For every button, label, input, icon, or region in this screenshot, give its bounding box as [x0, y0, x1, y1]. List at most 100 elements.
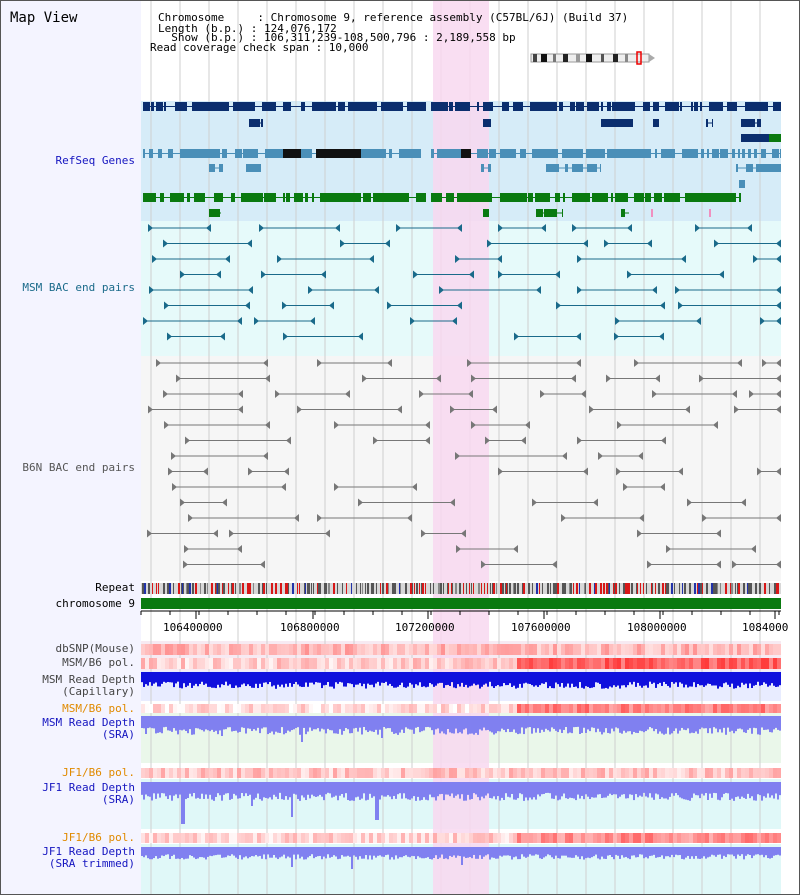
- repeat-mark: [776, 583, 778, 594]
- depth-bar: [155, 672, 157, 683]
- gene-exon: [320, 193, 330, 202]
- depth-bar: [493, 672, 495, 688]
- repeat-mark: [679, 583, 680, 594]
- track-label-msm-depth-sra[interactable]: MSM Read Depth (SRA): [42, 716, 135, 741]
- depth-bar: [635, 672, 637, 687]
- depth-bar: [541, 672, 543, 684]
- depth-bar: [267, 847, 269, 855]
- polymorphism-cell: [241, 833, 245, 843]
- gene-exon: [502, 102, 509, 111]
- polymorphism-cell: [737, 833, 741, 843]
- b6n-bac-track[interactable]: [147, 359, 781, 569]
- repeat-mark: [517, 583, 519, 594]
- b6n-bac-pair-end-left: [532, 498, 537, 507]
- chromosome-ideogram[interactable]: [530, 51, 655, 65]
- refseq-gene-track[interactable]: [143, 102, 781, 217]
- depth-bar: [763, 782, 765, 797]
- polymorphism-cell: [301, 644, 305, 655]
- gene-exon: [399, 193, 405, 202]
- gene-exon: [160, 193, 164, 202]
- polymorphism-cell: [497, 833, 501, 843]
- track-label-msm-pol-2[interactable]: MSM/B6 pol.: [62, 702, 135, 715]
- depth-bar: [737, 782, 739, 797]
- track-label-jf1-pol[interactable]: JF1/B6 pol.: [62, 766, 135, 779]
- gene-exon: [734, 102, 737, 111]
- depth-bar: [577, 716, 579, 727]
- polymorphism-cell: [305, 768, 309, 778]
- polymorphism-cell: [273, 658, 277, 669]
- depth-bar: [721, 716, 723, 733]
- track-label-refseq[interactable]: RefSeq Genes: [55, 154, 135, 167]
- depth-bar: [633, 716, 635, 732]
- track-label-msm-depth-capillary[interactable]: MSM Read Depth (Capillary): [42, 673, 135, 698]
- depth-bar: [591, 782, 593, 798]
- gene-exon: [651, 209, 653, 217]
- polymorphism-cell: [173, 658, 177, 669]
- gene-exon: [622, 102, 628, 111]
- track-label-jf1-pol-2[interactable]: JF1/B6 pol.: [62, 831, 135, 844]
- polymorphism-cell: [301, 658, 305, 669]
- repeat-mark: [573, 583, 574, 594]
- depth-bar: [687, 716, 689, 729]
- track-label-msm-bac[interactable]: MSM BAC end pairs: [22, 281, 135, 294]
- polymorphism-cell: [325, 704, 329, 713]
- polymorphism-cell: [145, 768, 149, 778]
- b6n-bac-pair-end-right: [345, 390, 350, 398]
- repeat-mark: [671, 583, 673, 594]
- polymorphism-cell: [337, 833, 341, 843]
- polymorphism-cell: [441, 644, 445, 655]
- b6n-bac-pair-end-left: [485, 436, 490, 445]
- depth-bar: [779, 847, 781, 856]
- msm-bac-pair-end-left: [514, 332, 519, 341]
- b6n-bac-pair-end-right: [213, 529, 218, 538]
- ideogram-band: [601, 54, 604, 62]
- gene-exon: [213, 209, 216, 217]
- track-label-msm-pol[interactable]: MSM/B6 pol.: [62, 656, 135, 669]
- gene-exon: [305, 193, 308, 202]
- repeat-mark: [167, 583, 169, 594]
- gene-exon: [532, 149, 543, 158]
- repeat-mark: [774, 583, 776, 594]
- depth-bar: [391, 716, 393, 732]
- depth-bar: [335, 782, 337, 796]
- polymorphism-cell: [345, 658, 349, 669]
- b6n-bac-pair-end-left: [616, 467, 621, 476]
- polymorphism-cell: [285, 704, 289, 713]
- polymorphism-cell: [585, 768, 589, 778]
- track-label-jf1-depth-sra[interactable]: JF1 Read Depth (SRA): [42, 781, 135, 806]
- repeat-mark: [253, 583, 254, 594]
- polymorphism-cell: [693, 658, 697, 669]
- depth-bar: [257, 782, 259, 794]
- depth-bar: [177, 847, 179, 859]
- track-label-b6n-bac[interactable]: B6N BAC end pairs: [22, 461, 135, 474]
- polymorphism-cell: [513, 768, 517, 778]
- polymorphism-cell: [773, 644, 777, 655]
- polymorphism-cell: [673, 658, 677, 669]
- depth-bar: [265, 782, 267, 798]
- depth-bar: [395, 716, 397, 734]
- gene-exon: [425, 193, 426, 202]
- b6n-bac-pair-end-left: [598, 452, 603, 460]
- polymorphism-cell: [685, 644, 689, 655]
- track-label-dbsnp[interactable]: dbSNP(Mouse): [55, 642, 135, 655]
- msm-bac-track[interactable]: [143, 224, 781, 341]
- msm-bac-pair-end-left: [439, 286, 444, 294]
- polymorphism-cell: [565, 658, 569, 669]
- msm-bac-pair-end-left: [614, 332, 619, 341]
- depth-bar: [387, 672, 389, 686]
- depth-bar: [431, 672, 433, 685]
- b6n-bac-pair-end-right: [741, 498, 746, 507]
- b6n-bac-pair-end-right: [294, 514, 299, 522]
- track-label-jf1-depth-trimmed[interactable]: JF1 Read Depth (SRA trimmed): [42, 845, 135, 870]
- depth-bar: [429, 847, 431, 859]
- gene-exon: [616, 102, 619, 111]
- msm-bac-pair-end-left: [615, 317, 620, 325]
- gene-exon: [443, 102, 448, 111]
- depth-bar: [371, 716, 373, 732]
- polymorphism-cell: [229, 704, 233, 713]
- depth-bar: [553, 782, 555, 799]
- gene-exon: [175, 102, 184, 111]
- depth-bar: [467, 782, 469, 795]
